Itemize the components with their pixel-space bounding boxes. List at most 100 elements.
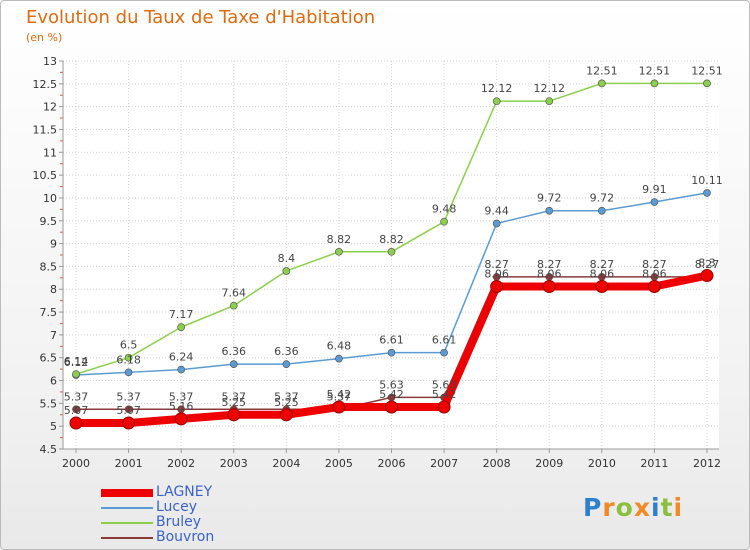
- data-point: [124, 368, 133, 377]
- data-label: 5.37: [327, 390, 352, 403]
- data-point: [597, 206, 606, 215]
- data-label: 7.64: [222, 287, 247, 300]
- data-point: [177, 365, 186, 374]
- data-label: 10.11: [691, 174, 723, 187]
- data-point: [124, 405, 133, 414]
- data-label: 8.27: [590, 258, 615, 271]
- x-tick-label: 2009: [535, 457, 563, 470]
- data-point: [545, 97, 554, 106]
- data-point: [229, 301, 238, 310]
- data-label: 8.27: [537, 258, 562, 271]
- data-point: [282, 267, 291, 275]
- y-tick-label: 9: [50, 238, 57, 251]
- data-point: [440, 348, 448, 357]
- data-label: 5.16: [169, 400, 194, 413]
- chart-subtitle: (en %): [26, 31, 63, 44]
- y-tick-label: 11.5: [33, 123, 58, 136]
- data-label: 7.17: [169, 308, 194, 321]
- data-label: 8.4: [278, 252, 296, 265]
- x-tick-label: 2000: [62, 457, 90, 470]
- data-label: 5.42: [379, 388, 404, 401]
- data-label: 6.14: [64, 355, 89, 368]
- data-point: [69, 416, 83, 430]
- data-label: 8.27: [695, 258, 720, 271]
- logo-letter: r: [602, 493, 616, 522]
- data-label: 9.48: [432, 203, 457, 216]
- data-label: 12.12: [534, 82, 566, 95]
- data-label: 5.07: [116, 404, 141, 417]
- data-point: [335, 247, 343, 256]
- data-label: 5.07: [64, 404, 89, 417]
- data-point: [279, 408, 293, 422]
- data-point: [124, 353, 133, 362]
- data-point: [595, 279, 609, 293]
- y-tick-label: 4.5: [40, 443, 58, 456]
- data-point: [122, 416, 136, 430]
- x-tick-label: 2002: [167, 457, 195, 470]
- x-tick-label: 2012: [693, 457, 721, 470]
- data-label: 9.91: [642, 183, 667, 196]
- data-point: [387, 247, 396, 256]
- data-point: [650, 79, 659, 88]
- logo-letter: o: [615, 493, 634, 522]
- data-label: 12.51: [586, 64, 618, 77]
- logo-letter: x: [633, 493, 651, 522]
- data-label: 5.25: [274, 396, 299, 409]
- y-tick-label: 10: [43, 192, 57, 205]
- logo-letter: P: [583, 493, 603, 522]
- y-tick-label: 7.5: [40, 306, 58, 319]
- y-tick-label: 7: [50, 329, 57, 342]
- data-point: [700, 269, 714, 283]
- data-label: 5.25: [222, 396, 247, 409]
- data-label: 6.36: [222, 345, 247, 358]
- logo-letter: i: [651, 493, 661, 522]
- x-tick-label: 2008: [483, 457, 511, 470]
- data-label: 8.06: [642, 267, 667, 280]
- data-label: 9.72: [537, 192, 562, 205]
- y-tick-label: 8: [50, 283, 57, 296]
- data-point: [437, 400, 451, 414]
- data-point: [229, 360, 238, 368]
- logo-letter: i: [673, 493, 684, 522]
- data-label: 5.37: [222, 390, 247, 403]
- data-point: [174, 412, 188, 426]
- x-tick-label: 2003: [220, 457, 248, 470]
- x-tick-label: 2005: [325, 457, 353, 470]
- data-label: 5.37: [64, 390, 89, 403]
- y-tick-label: 12.5: [33, 78, 58, 91]
- data-point: [387, 348, 396, 357]
- y-tick-label: 6: [50, 375, 57, 388]
- data-label: 8.82: [379, 233, 404, 246]
- data-point: [282, 360, 291, 368]
- legend-label-bruley: Bruley: [156, 514, 202, 530]
- data-point: [72, 370, 80, 378]
- data-label: 6.12: [64, 356, 89, 369]
- data-point: [332, 400, 346, 414]
- data-label: 6.48: [327, 340, 352, 353]
- data-label: 6.61: [379, 334, 404, 347]
- data-point: [177, 323, 186, 331]
- proxiti-logo: Proxiti: [583, 493, 683, 522]
- y-tick-label: 5.5: [40, 397, 58, 410]
- data-label: 5.37: [169, 390, 194, 403]
- legend-label-lagney: LAGNEY: [156, 484, 213, 500]
- data-label: 6.5: [120, 339, 138, 352]
- y-tick-label: 9.5: [40, 215, 58, 228]
- data-label: 6.24: [169, 351, 194, 364]
- data-label: 12.51: [691, 64, 723, 77]
- y-tick-label: 13: [43, 55, 57, 68]
- data-point: [545, 206, 554, 215]
- x-tick-label: 2007: [430, 457, 458, 470]
- data-label: 6.36: [274, 345, 299, 358]
- x-tick-label: 2011: [640, 457, 668, 470]
- data-point: [335, 354, 343, 363]
- legend-label-bouvron: Bouvron: [156, 529, 215, 545]
- x-tick-label: 2004: [272, 457, 300, 470]
- legend-label-lucey: Lucey: [156, 499, 198, 515]
- data-label: 9.72: [590, 192, 615, 205]
- data-point: [385, 400, 398, 414]
- data-point: [492, 219, 501, 228]
- data-point: [227, 408, 241, 422]
